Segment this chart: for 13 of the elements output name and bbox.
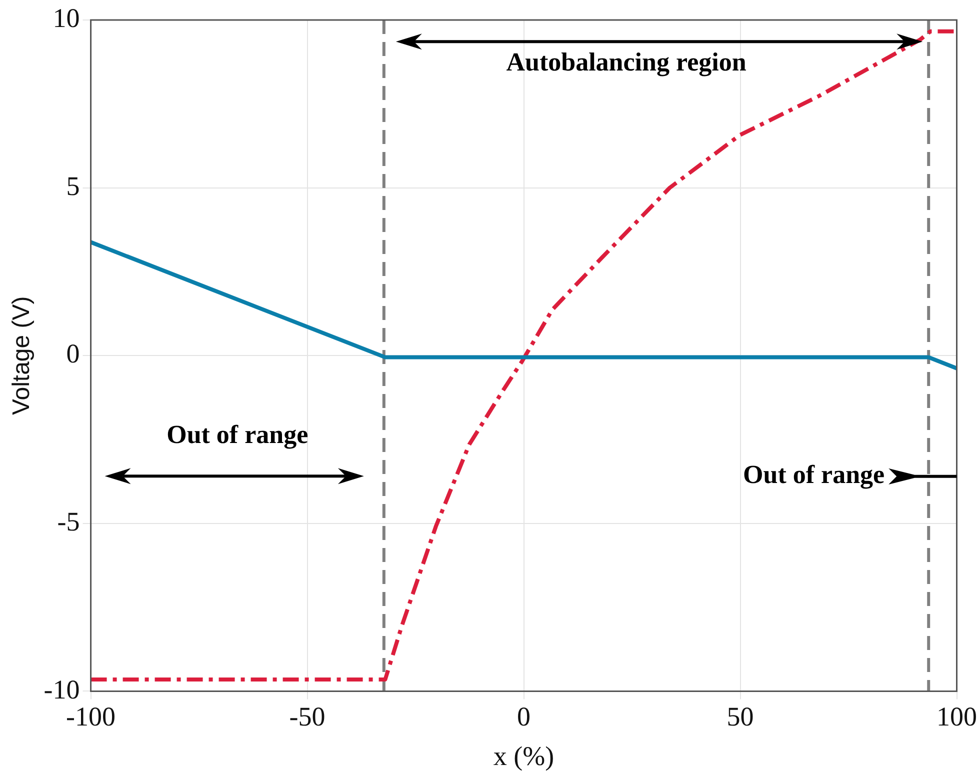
- x-tick-label: 50: [726, 701, 754, 732]
- y-tick-label: 0: [66, 338, 80, 369]
- x-axis-title: x (%): [493, 740, 554, 771]
- annotation: Autobalancing region: [506, 47, 747, 76]
- y-tick-label: 5: [66, 170, 80, 201]
- y-tick-label: -5: [57, 506, 80, 536]
- x-tick-label: 100: [936, 701, 977, 732]
- y-axis-title: Voltage (V): [8, 296, 36, 415]
- annotation: Out of range: [743, 460, 885, 490]
- annotation: Out of range: [166, 420, 308, 449]
- x-tick-label: -50: [289, 701, 326, 732]
- y-tick-label: 10: [52, 3, 80, 34]
- x-tick-label: 0: [517, 701, 531, 732]
